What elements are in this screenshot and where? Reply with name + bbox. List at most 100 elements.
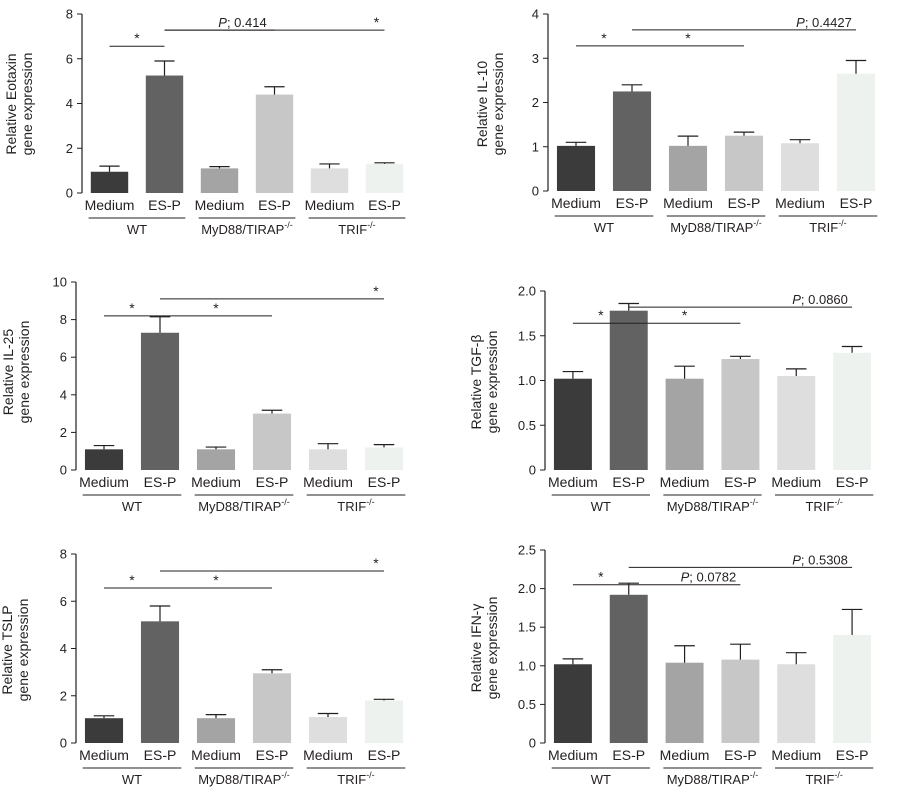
group-label-text: MyD88/TIRAP	[198, 499, 281, 514]
category-label: Medium	[660, 474, 710, 490]
y-axis-label-line: Relative Eotaxin	[3, 53, 19, 154]
bar-5	[308, 449, 348, 470]
y-tick-label: 1.0	[518, 658, 536, 673]
category-label: ES-P	[258, 197, 291, 213]
category-label: Medium	[548, 474, 598, 490]
group-label-text: WT	[127, 222, 147, 237]
y-tick-label: 2.0	[518, 284, 536, 299]
group-label: TRIF-/-	[809, 218, 846, 235]
group-label: MyD88/TIRAP-/-	[198, 770, 290, 787]
group-label: MyD88/TIRAP-/-	[198, 497, 290, 514]
group-label-superscript: -/-	[284, 220, 293, 230]
bar-6	[364, 700, 404, 743]
y-tick-label: 0.5	[518, 697, 536, 712]
y-axis-label-line: Relative IFN-γ	[468, 604, 484, 693]
significance-star: *	[134, 30, 140, 46]
group-label: WT	[591, 499, 611, 514]
category-label: ES-P	[728, 195, 761, 211]
bar-5	[780, 143, 820, 191]
p-symbol: P	[792, 292, 801, 307]
y-tick-label: 2	[60, 425, 67, 440]
group-label: MyD88/TIRAP-/-	[667, 497, 759, 514]
group-label-superscript: -/-	[367, 220, 376, 230]
bar-3	[665, 378, 704, 470]
chart-panel-il-10: 0 1 2 3 4 Relative IL-10gene expression Medium…	[474, 7, 878, 235]
group-label: WT	[122, 772, 142, 787]
category-label: Medium	[305, 197, 355, 213]
p-symbol: P	[792, 552, 801, 567]
group-label-text: MyD88/TIRAP	[667, 772, 750, 787]
category-label: Medium	[775, 195, 825, 211]
bar-2	[145, 75, 184, 193]
group-label: WT	[122, 499, 142, 514]
group-label-text: TRIF	[805, 772, 834, 787]
y-tick-label: 0	[60, 463, 67, 478]
y-tick-label: 8	[60, 312, 67, 327]
category-label: Medium	[663, 195, 713, 211]
group-label-text: MyD88/TIRAP	[201, 222, 284, 237]
category-label: ES-P	[724, 747, 757, 763]
category-label: ES-P	[368, 197, 401, 213]
bar-3	[196, 449, 236, 470]
bar-4	[252, 673, 292, 743]
y-tick-label: 4	[60, 641, 67, 656]
y-tick-label: 2	[532, 95, 539, 110]
bar-1	[553, 664, 592, 743]
category-label: ES-P	[148, 197, 181, 213]
bar-6	[364, 447, 404, 470]
group-label-text: WT	[591, 499, 611, 514]
category-label: Medium	[548, 747, 598, 763]
p-value-label: P; 0.414	[218, 15, 266, 30]
group-label: WT	[591, 772, 611, 787]
bar-2	[609, 310, 648, 470]
group-label: MyD88/TIRAP-/-	[667, 770, 759, 787]
group-label-superscript: -/-	[750, 770, 759, 780]
y-tick-label: 2.5	[518, 543, 536, 558]
significance-star: *	[598, 307, 604, 323]
p-value-text: ; 0.5308	[801, 552, 848, 567]
significance-star: *	[213, 572, 219, 588]
chart-panel-ifn-gamma: 0 0.5 1.0 1.5 2.0 2.5 Relative IFN-γgene expre…	[468, 543, 874, 787]
category-label: ES-P	[144, 747, 177, 763]
group-label: MyD88/TIRAP-/-	[670, 218, 762, 235]
category-label: ES-P	[836, 474, 869, 490]
category-label: Medium	[79, 474, 129, 490]
category-label: ES-P	[368, 747, 401, 763]
p-value-label: P; 0.0860	[792, 292, 848, 307]
group-label-text: TRIF	[338, 222, 367, 237]
group-label-text: TRIF	[337, 772, 366, 787]
p-symbol: P	[681, 570, 690, 585]
group-label: TRIF-/-	[337, 497, 374, 514]
category-label: ES-P	[144, 474, 177, 490]
y-axis-label: Relative TGF-βgene expression	[468, 331, 500, 434]
y-tick-label: 0	[529, 736, 536, 751]
bar-2	[612, 91, 652, 191]
bar-1	[84, 718, 124, 743]
bar-6	[833, 352, 872, 470]
bar-4	[724, 135, 764, 191]
bar-3	[668, 145, 708, 191]
category-label: ES-P	[724, 474, 757, 490]
group-label-superscript: -/-	[366, 497, 375, 507]
bar-6	[365, 163, 404, 193]
category-label: Medium	[303, 747, 353, 763]
chart-panel-eotaxin: 0 2 4 6 8 Relative Eotaxingene expression Medi…	[3, 7, 406, 237]
bar-3	[200, 168, 239, 193]
significance-star: *	[682, 307, 688, 323]
group-label-text: WT	[122, 772, 142, 787]
y-tick-label: 2.0	[518, 581, 536, 596]
category-label: ES-P	[368, 474, 401, 490]
bar-2	[609, 594, 648, 743]
significance-star: *	[685, 30, 691, 46]
p-value-text: ; 0.4427	[805, 15, 852, 30]
y-tick-label: 10	[53, 275, 67, 290]
y-tick-label: 0.5	[518, 418, 536, 433]
group-label-superscript: -/-	[834, 497, 843, 507]
category-label: ES-P	[836, 747, 869, 763]
bar-1	[556, 145, 596, 191]
y-tick-label: 1.5	[518, 328, 536, 343]
category-label: Medium	[303, 474, 353, 490]
category-label: Medium	[191, 747, 241, 763]
y-axis-label: Relative TSLPgene expression	[0, 599, 31, 702]
y-tick-label: 0	[66, 186, 73, 201]
